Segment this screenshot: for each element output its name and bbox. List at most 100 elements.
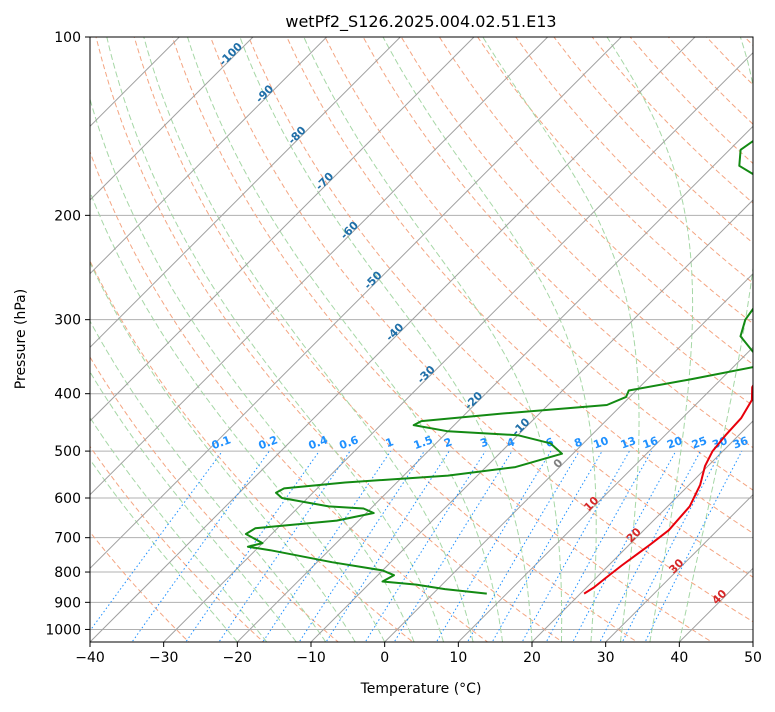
dry-adiabat — [362, 37, 753, 449]
y-tick-label: 300 — [54, 313, 81, 329]
dry-adiabat — [133, 37, 638, 642]
dry-adiabat — [591, 37, 753, 204]
moist-adiabat — [239, 37, 533, 642]
isotherm-line — [383, 272, 753, 642]
dry-adiabat — [95, 37, 564, 642]
dry-adiabat — [756, 10, 775, 645]
moist-adiabat — [90, 190, 386, 642]
dry-adiabat — [705, 37, 753, 86]
isotherm-line — [531, 420, 753, 642]
isotherm-label: -40 — [383, 320, 406, 343]
dry-adiabat — [515, 37, 753, 284]
dry-adiabat — [90, 445, 265, 642]
mixing-ratio-line — [435, 450, 552, 642]
dry-adiabats — [90, 10, 775, 645]
moist-adiabat — [90, 416, 268, 642]
mixing-ratio-label: 3 — [478, 435, 490, 450]
dry-adiabat — [477, 37, 753, 325]
mixing-ratio-label: 36 — [731, 434, 750, 452]
y-tick-label: 100 — [54, 30, 81, 46]
mixing-ratio-label: 0.2 — [257, 433, 280, 452]
mixing-ratio-label: 2 — [442, 435, 454, 450]
mixing-ratio-line — [90, 450, 223, 632]
x-tick-label: 50 — [744, 650, 762, 666]
isotherm-label: -50 — [361, 268, 384, 291]
mixing-ratio-line — [621, 450, 722, 642]
dry-adiabat — [248, 37, 753, 578]
dry-adiabat — [209, 37, 753, 623]
y-axis-label: Pressure (hPa) — [13, 289, 29, 389]
y-axis-ticks: 100 200 300 400 500 600 700 800 900 1000 — [45, 30, 90, 638]
y-tick-label: 500 — [54, 444, 81, 460]
isotherm-line — [90, 37, 181, 128]
mixing-ratio-line — [644, 450, 743, 642]
x-tick-label: 10 — [449, 650, 467, 666]
x-tick-label: −40 — [75, 650, 105, 666]
moist-adiabat — [90, 458, 238, 642]
dry-adiabat — [438, 37, 753, 366]
mixing-ratio-label: 8 — [572, 435, 584, 450]
y-tick-label: 200 — [54, 208, 81, 224]
mixing-ratio-line — [466, 450, 580, 642]
isotherm-line — [236, 125, 753, 642]
mixing-ratio-line — [393, 450, 513, 642]
isotherm-line — [90, 37, 549, 496]
x-tick-label: 40 — [670, 650, 688, 666]
pressure-gridlines — [90, 37, 753, 630]
x-tick-label: 30 — [597, 650, 615, 666]
plot-area: 0.1 0.2 0.4 0.6 1 1.5 2 3 4 6 8 10 13 16 20 25 30 36-100-… — [90, 10, 775, 645]
dry-adiabat — [171, 37, 713, 642]
isotherm-line — [457, 346, 753, 642]
isotherm-line — [604, 493, 753, 642]
moist-adiabat — [606, 37, 694, 642]
dry-adiabat — [629, 37, 753, 165]
mixing-ratio-label: 13 — [619, 434, 638, 451]
x-axis-label: Temperature (°C) — [360, 681, 482, 697]
x-tick-label: −10 — [296, 650, 326, 666]
moist-adiabat — [382, 37, 597, 642]
moist-adiabat — [90, 370, 297, 642]
moist-adiabat — [303, 37, 563, 642]
isotherm-label: 10 — [581, 494, 601, 514]
moist-adiabat — [106, 37, 445, 642]
mixing-ratio-label: 4 — [505, 435, 517, 450]
x-tick-label: −30 — [149, 650, 179, 666]
moist-adiabat — [143, 37, 474, 642]
isotherm-label: 30 — [666, 556, 686, 576]
dry-adiabat — [90, 531, 190, 642]
mixing-ratio-label: 1 — [384, 435, 396, 450]
mixing-ratio-label: 0.6 — [338, 433, 361, 452]
x-axis-ticks: −40 −30 −20 −10 0 10 20 30 40 50 — [75, 642, 762, 666]
x-tick-label: 20 — [523, 650, 541, 666]
dry-adiabat — [324, 37, 753, 491]
isotherm-label: -80 — [285, 124, 308, 147]
isotherm-line — [310, 199, 753, 642]
isotherm-line — [90, 37, 696, 642]
isotherm-line — [162, 51, 753, 642]
x-tick-label: −20 — [223, 650, 253, 666]
overlay-labels: 0.1 0.2 0.4 0.6 1 1.5 2 3 4 6 8 10 13 16 20 25 30 36-100-… — [210, 40, 750, 607]
dry-adiabat — [744, 37, 753, 47]
mixing-ratio-line — [325, 450, 450, 642]
mixing-ratio-label: 10 — [592, 434, 611, 452]
isotherm-label: -60 — [338, 218, 361, 241]
isotherm-label: -90 — [253, 82, 276, 105]
mixing-ratio-line — [572, 450, 677, 642]
mixing-ratio-line — [364, 450, 486, 642]
y-tick-label: 400 — [54, 387, 81, 403]
dry-adiabat — [553, 37, 753, 244]
plot-frame — [89, 36, 754, 643]
mixing-ratio-label: 25 — [690, 434, 709, 451]
temperature-profile-line — [583, 383, 753, 595]
isotherm-label: -100 — [216, 40, 245, 69]
y-tick-label: 900 — [54, 595, 81, 611]
isotherm-label: -20 — [462, 389, 485, 412]
moist-adiabat — [90, 261, 356, 642]
isotherm-label: 40 — [709, 587, 729, 607]
x-tick-label: 0 — [380, 650, 389, 666]
mixing-ratio-label: 0.1 — [210, 433, 233, 452]
isotherm-line — [90, 37, 623, 570]
mixing-ratio-label: 0.4 — [307, 433, 330, 452]
isotherm-line — [752, 641, 753, 642]
